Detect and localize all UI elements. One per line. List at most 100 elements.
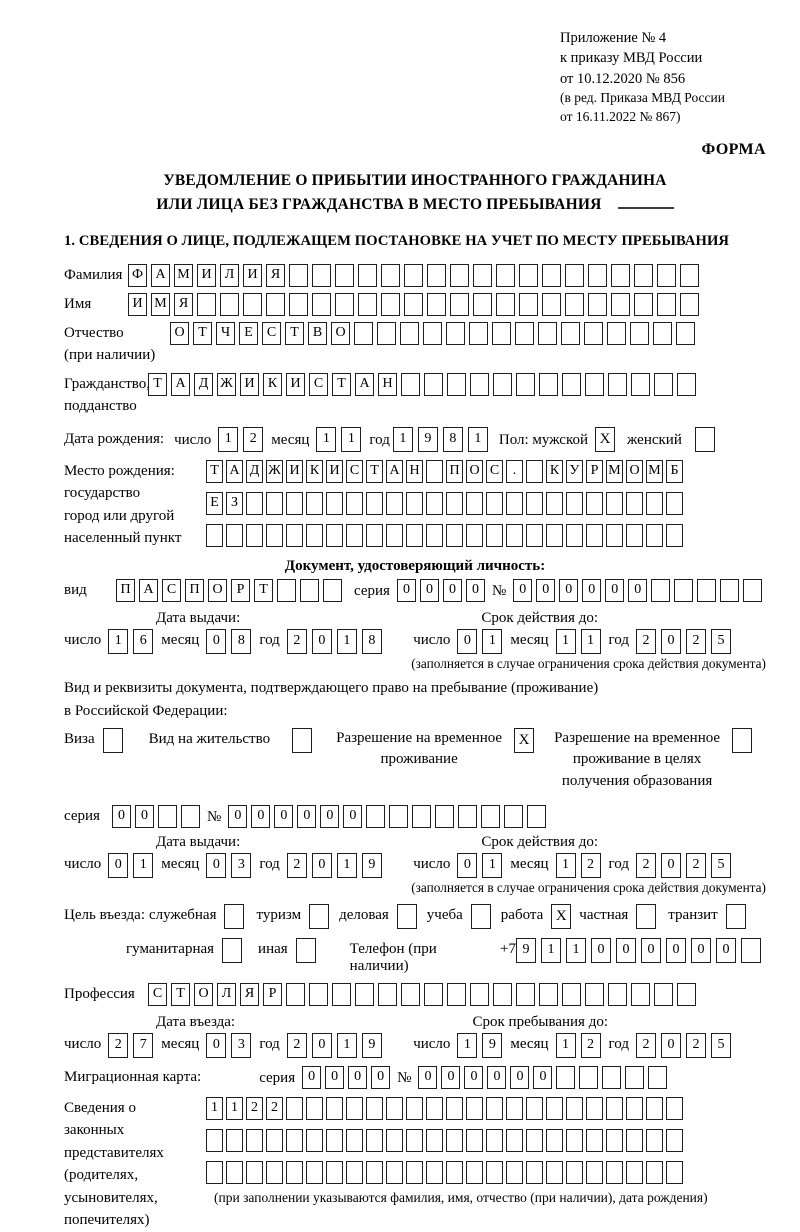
- birth-place-row1-cell[interactable]: П: [446, 459, 463, 483]
- birth-year-boxes-cell[interactable]: 8: [442, 426, 463, 452]
- birth-place-row3-cell[interactable]: [246, 523, 263, 547]
- representatives-row1-cell[interactable]: [486, 1096, 503, 1120]
- representatives-row1-cell[interactable]: [466, 1096, 483, 1120]
- birth-place-row1-cell[interactable]: .: [506, 459, 523, 483]
- given-name-boxes-cell[interactable]: [519, 292, 538, 316]
- birth-place-row3-cell[interactable]: [626, 523, 643, 547]
- birth-place-row2-cell[interactable]: [326, 491, 343, 515]
- profession-boxes-cell[interactable]: С: [148, 982, 167, 1006]
- representatives-row1-cell[interactable]: [506, 1096, 523, 1120]
- doc-kind-boxes-cell[interactable]: П: [185, 578, 204, 602]
- citizenship-boxes-cell[interactable]: Т: [332, 372, 351, 396]
- doc-issue-year-cell[interactable]: 0: [311, 628, 332, 654]
- permit-number-boxes-cell[interactable]: 0: [320, 804, 340, 828]
- citizenship-boxes-cell[interactable]: [654, 372, 673, 396]
- birth-place-row1-cell[interactable]: [526, 459, 543, 483]
- citizenship-boxes-cell[interactable]: А: [171, 372, 190, 396]
- profession-boxes-cell[interactable]: [470, 982, 489, 1006]
- given-name-boxes-cell[interactable]: [381, 292, 400, 316]
- doc-number-boxes-cell[interactable]: 0: [559, 578, 579, 602]
- doc-issue-year-cell[interactable]: 1: [336, 628, 357, 654]
- purpose-official-checkbox-cell[interactable]: [224, 903, 245, 929]
- doc-issue-year-cell[interactable]: 2: [286, 628, 307, 654]
- citizenship-boxes-cell[interactable]: [608, 372, 627, 396]
- doc-issue-month-cell[interactable]: 8: [231, 628, 252, 654]
- entry-year-cell[interactable]: 2: [286, 1032, 307, 1058]
- given-name-boxes-cell[interactable]: [657, 292, 676, 316]
- representatives-row2-cell[interactable]: [326, 1128, 343, 1152]
- visa-checkbox-cell[interactable]: [102, 727, 123, 753]
- birth-place-row3-cell[interactable]: [266, 523, 283, 547]
- birth-place-row3-cell[interactable]: [586, 523, 603, 547]
- permit-issue-year-cell[interactable]: 9: [361, 852, 382, 878]
- permit-valid-year-cell[interactable]: 5: [711, 852, 731, 878]
- phone-boxes-cell[interactable]: 9: [516, 937, 536, 963]
- given-name-boxes-cell[interactable]: И: [128, 292, 147, 316]
- permit-number-boxes-cell[interactable]: [527, 804, 547, 828]
- birth-place-row1-cell[interactable]: М: [646, 459, 663, 483]
- birth-place-row3-cell[interactable]: [366, 523, 383, 547]
- doc-number-boxes-cell[interactable]: [743, 578, 763, 602]
- citizenship-boxes-cell[interactable]: [539, 372, 558, 396]
- migration-number-boxes-cell[interactable]: 0: [441, 1065, 461, 1089]
- doc-valid-month-cell[interactable]: 1: [555, 628, 576, 654]
- birth-place-row1-cell[interactable]: Т: [366, 459, 383, 483]
- permit-number-boxes-cell[interactable]: [412, 804, 432, 828]
- patronymic-boxes-cell[interactable]: В: [308, 321, 327, 345]
- birth-place-row2-cell[interactable]: [666, 491, 683, 515]
- representatives-row2-cell[interactable]: [586, 1128, 603, 1152]
- profession-boxes-cell[interactable]: [309, 982, 328, 1006]
- representatives-row3-cell[interactable]: [266, 1160, 283, 1184]
- profession-boxes-cell[interactable]: [424, 982, 443, 1006]
- profession-boxes-cell[interactable]: [654, 982, 673, 1006]
- representatives-row3-cell[interactable]: [206, 1160, 223, 1184]
- birth-place-row2-cell[interactable]: [586, 491, 603, 515]
- migration-number-boxes-cell[interactable]: 0: [533, 1065, 553, 1089]
- phone-boxes-cell[interactable]: 0: [616, 937, 636, 963]
- birth-place-row3-cell[interactable]: [466, 523, 483, 547]
- phone-boxes-cell[interactable]: 0: [716, 937, 736, 963]
- surname-boxes-cell[interactable]: [611, 263, 630, 287]
- birth-place-row3-cell[interactable]: [406, 523, 423, 547]
- stay-day-cell[interactable]: 9: [482, 1032, 503, 1058]
- representatives-row3-cell[interactable]: [546, 1160, 563, 1184]
- representatives-row1-cell[interactable]: [386, 1096, 403, 1120]
- surname-boxes-cell[interactable]: [473, 263, 492, 287]
- citizenship-boxes-cell[interactable]: [631, 372, 650, 396]
- doc-valid-year-cell[interactable]: 0: [661, 628, 681, 654]
- birth-place-row1-cell[interactable]: И: [286, 459, 303, 483]
- surname-boxes-cell[interactable]: [657, 263, 676, 287]
- birth-place-row2-cell[interactable]: [486, 491, 503, 515]
- surname-boxes-cell[interactable]: Ф: [128, 263, 147, 287]
- birth-place-row3-cell[interactable]: [306, 523, 323, 547]
- birth-place-row2-cell[interactable]: [506, 491, 523, 515]
- representatives-row3-cell[interactable]: [426, 1160, 443, 1184]
- surname-boxes-cell[interactable]: [450, 263, 469, 287]
- permit-valid-day-cell[interactable]: 0: [457, 852, 478, 878]
- migration-series-boxes-cell[interactable]: 0: [371, 1065, 391, 1089]
- doc-number-boxes-cell[interactable]: 0: [513, 578, 533, 602]
- surname-boxes-cell[interactable]: М: [174, 263, 193, 287]
- birth-place-row1-cell[interactable]: М: [606, 459, 623, 483]
- citizenship-boxes-cell[interactable]: Т: [148, 372, 167, 396]
- permit-valid-day-cell[interactable]: 1: [482, 852, 503, 878]
- representatives-row2-cell[interactable]: [646, 1128, 663, 1152]
- birth-place-row2-cell[interactable]: [526, 491, 543, 515]
- birth-place-row2-cell[interactable]: [366, 491, 383, 515]
- given-name-boxes-cell[interactable]: Я: [174, 292, 193, 316]
- birth-place-row3-cell[interactable]: [326, 523, 343, 547]
- birth-place-row3-cell[interactable]: [606, 523, 623, 547]
- birth-place-row2-cell[interactable]: [286, 491, 303, 515]
- representatives-row1-cell[interactable]: [446, 1096, 463, 1120]
- migration-number-boxes-cell[interactable]: 0: [418, 1065, 438, 1089]
- birth-month-boxes-cell[interactable]: 1: [316, 426, 337, 452]
- doc-number-boxes-cell[interactable]: 0: [582, 578, 602, 602]
- phone-boxes-cell[interactable]: 0: [666, 937, 686, 963]
- purpose-tourism-checkbox-cell[interactable]: [309, 903, 330, 929]
- doc-kind-boxes-cell[interactable]: О: [208, 578, 227, 602]
- representatives-row1-cell[interactable]: [646, 1096, 663, 1120]
- entry-year-cell[interactable]: 9: [361, 1032, 382, 1058]
- birth-place-row3-cell[interactable]: [446, 523, 463, 547]
- patronymic-boxes-cell[interactable]: О: [331, 321, 350, 345]
- permit-number-boxes-cell[interactable]: [481, 804, 501, 828]
